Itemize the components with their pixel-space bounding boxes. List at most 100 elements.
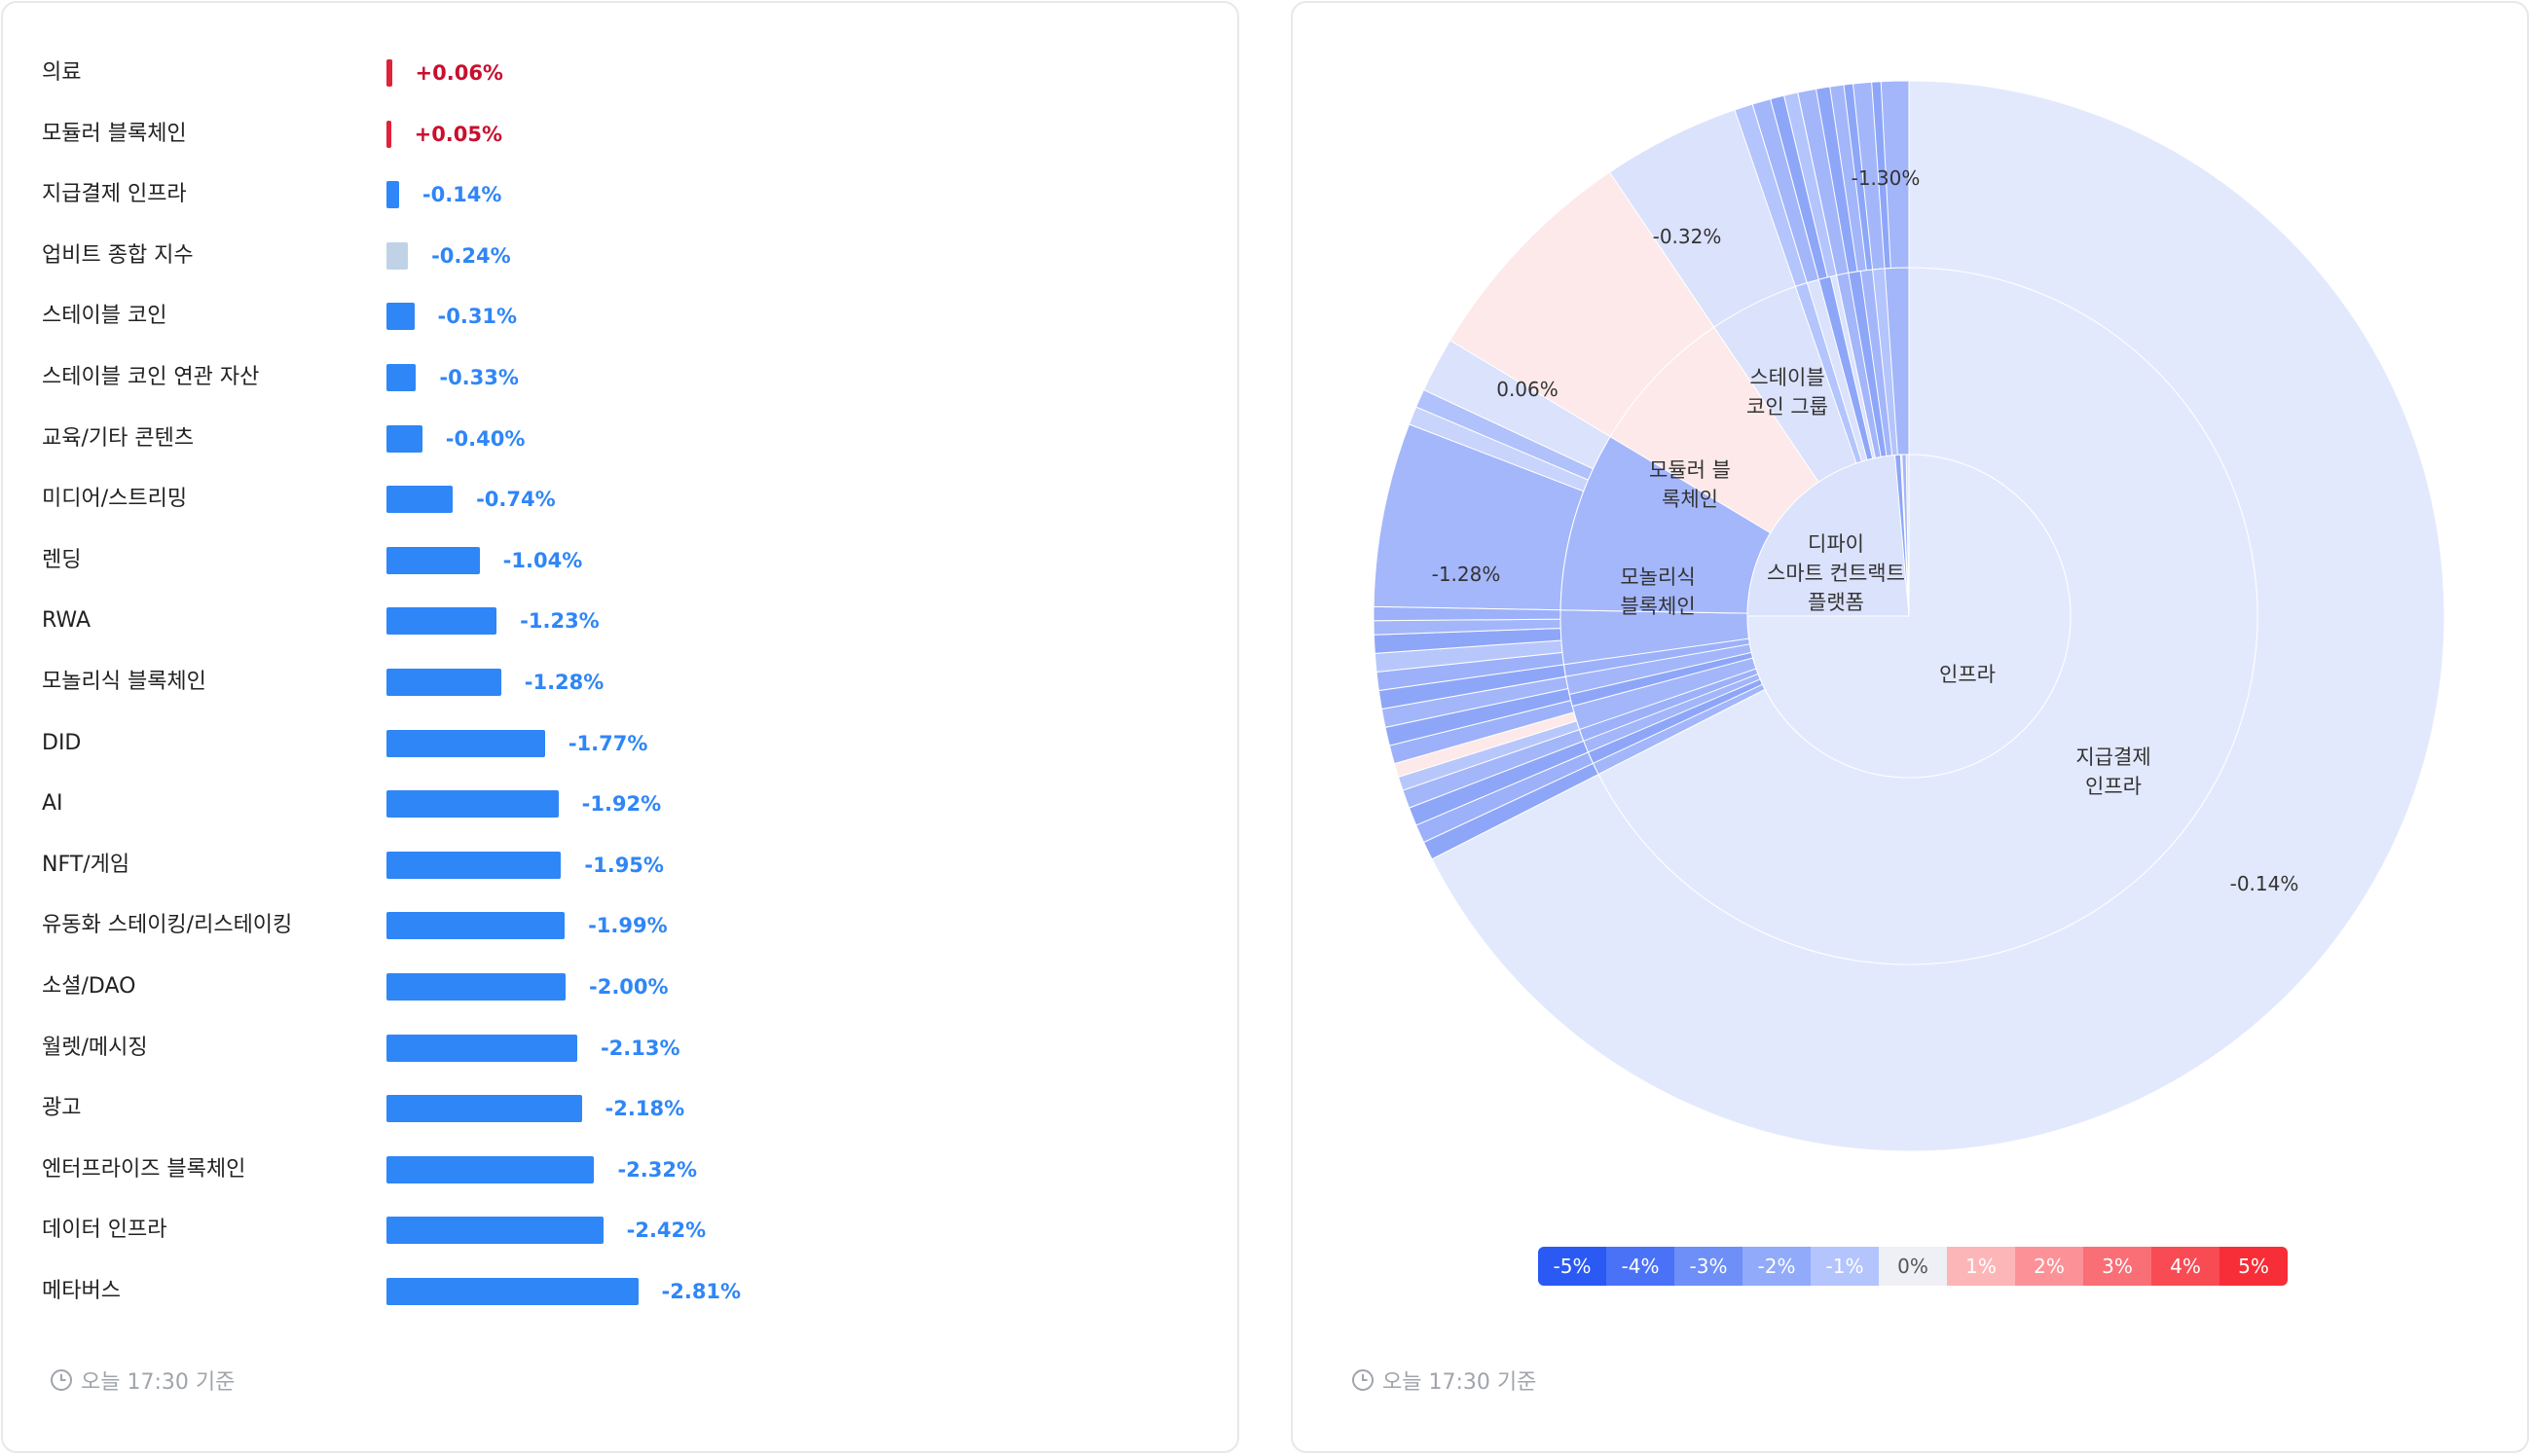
sunburst-core-slice	[1893, 454, 1910, 617]
sunburst-core-slice	[1746, 454, 1910, 617]
bar-value-label: -1.95%	[584, 853, 664, 877]
bar	[386, 181, 399, 209]
bar-category-label: 업비트 종합 지수	[42, 242, 194, 268]
bar-row: 교육/기타 콘텐츠 -0.40%	[3, 419, 1229, 458]
bar-row: 스테이블 코인 연관 자산 -0.33%	[3, 358, 1229, 397]
bar	[386, 120, 391, 148]
bar-row: 의료 +0.06%	[3, 54, 1229, 92]
bar	[386, 973, 566, 1001]
bar-value-label: -0.40%	[445, 426, 526, 451]
bar-row: 메타버스 -2.81%	[3, 1272, 1229, 1311]
color-scale-cell: 2%	[2015, 1247, 2083, 1286]
clock-icon	[51, 1369, 72, 1391]
bar-category-label: 메타버스	[42, 1279, 121, 1303]
bar-row: 엔터프라이즈 블록체인 -2.32%	[3, 1150, 1229, 1189]
sunburst-value-label: 0.06%	[1496, 378, 1559, 401]
bar	[386, 1217, 604, 1245]
bar-category-label: AI	[42, 791, 63, 817]
bar-value-label: -0.33%	[439, 366, 519, 389]
bar-row: 렌딩 -1.04%	[3, 541, 1229, 580]
sunburst-group-label: 지급결제 인프라	[2075, 746, 2150, 798]
bar-value-label: +0.06%	[415, 61, 503, 85]
bar-row: DID -1.77%	[3, 724, 1229, 763]
updated-time-label: 오늘 17:30 기준	[1382, 1370, 1537, 1395]
bar-category-label: 의료	[42, 60, 82, 85]
bar-row: RWA -1.23%	[3, 601, 1229, 640]
bar-value-label: -2.42%	[626, 1219, 707, 1243]
right-footer: 오늘 17:30 기준	[1351, 1364, 1536, 1397]
sunburst-group-label: 모놀리식 블록체인	[1620, 565, 1695, 618]
sunburst-group-label: 스테이블 코인 그룹	[1746, 366, 1828, 419]
bar-value-label: -0.14%	[422, 183, 502, 207]
bar-row: 업비트 종합 지수 -0.24%	[3, 237, 1229, 275]
bar	[386, 486, 454, 514]
color-scale-cell: 5%	[2219, 1247, 2288, 1286]
bar-value-label: -2.00%	[589, 975, 669, 999]
bar-value-label: -0.31%	[437, 305, 518, 329]
bar-row: 월렛/메시징 -2.13%	[3, 1029, 1229, 1068]
bar	[386, 1034, 577, 1062]
bar	[386, 912, 566, 940]
updated-time-label: 오늘 17:30 기준	[81, 1370, 236, 1395]
bar-value-label: -1.04%	[502, 548, 583, 572]
bar	[386, 669, 501, 696]
bar-category-label: 유동화 스테이킹/리스테이킹	[42, 913, 293, 938]
bar	[386, 790, 559, 819]
bar-value-label: -2.13%	[600, 1036, 680, 1060]
bar-row: AI -1.92%	[3, 784, 1229, 823]
sunburst-core-slice	[1901, 454, 1910, 617]
color-scale-cell: 4%	[2151, 1247, 2219, 1286]
bar-value-label: -1.23%	[520, 609, 600, 634]
bar	[386, 364, 417, 391]
bar-category-label: 월렛/메시징	[42, 1035, 148, 1060]
sunburst-value-label: -0.32%	[1653, 225, 1722, 248]
color-scale-cell: -2%	[1742, 1247, 1811, 1286]
sunburst-value-label: -0.14%	[2230, 872, 2299, 895]
bar	[386, 546, 480, 574]
bar-value-label: -2.18%	[605, 1097, 685, 1121]
bar	[386, 59, 392, 87]
bar-row: NFT/게임 -1.95%	[3, 846, 1229, 885]
bar-value-label: -2.81%	[661, 1280, 742, 1303]
bar	[386, 607, 497, 636]
bar-row: 데이터 인프라 -2.42%	[3, 1211, 1229, 1250]
bar-value-label: -0.74%	[476, 488, 556, 512]
bar	[386, 1278, 639, 1305]
bar-category-label: 스테이블 코인 연관 자산	[42, 365, 260, 389]
bar-value-label: -1.99%	[588, 914, 668, 938]
bar-value-label: -1.92%	[581, 792, 662, 817]
bar-row: 유동화 스테이킹/리스테이킹 -1.99%	[3, 906, 1229, 945]
bar	[386, 1095, 582, 1123]
bar-category-label: 모듈러 블록체인	[42, 121, 187, 146]
color-scale-cell: -3%	[1674, 1247, 1742, 1286]
bar-category-label: 렌딩	[42, 547, 82, 572]
sunburst-group-label: 모듈러 블 록체인	[1649, 458, 1731, 511]
color-scale-cell: 1%	[1947, 1247, 2015, 1286]
bar	[386, 424, 422, 453]
bar-category-label: 엔터프라이즈 블록체인	[42, 1156, 246, 1182]
color-scale-cell: 0%	[1879, 1247, 1947, 1286]
category-bar-panel: 의료 +0.06% 모듈러 블록체인 +0.05% 지급결제 인프라 -0.14% 업비트 …	[1, 1, 1239, 1453]
bar-row: 모놀리식 블록체인 -1.28%	[3, 663, 1229, 702]
sunburst-value-label: -1.30%	[1852, 166, 1921, 190]
bar-value-label: -2.32%	[617, 1157, 698, 1182]
bar-category-label: NFT/게임	[42, 852, 130, 877]
bar-row: 미디어/스트리밍 -0.74%	[3, 480, 1229, 519]
sunburst-group-label: 디파이 스마트 컨트랙트 플랫폼	[1767, 532, 1905, 614]
bar-category-label: 교육/기타 콘텐츠	[42, 425, 195, 451]
bar-value-label: -1.28%	[524, 671, 605, 694]
bar	[386, 729, 545, 757]
bar	[386, 241, 409, 270]
left-footer: 오늘 17:30 기준	[50, 1364, 235, 1397]
bar-category-label: 데이터 인프라	[42, 1218, 167, 1243]
bar-row: 스테이블 코인 -0.31%	[3, 297, 1229, 336]
bar-row: 광고 -2.18%	[3, 1089, 1229, 1128]
bar-category-label: 광고	[42, 1096, 82, 1121]
bar-category-label: 모놀리식 블록체인	[42, 670, 206, 694]
color-scale-cell: -5%	[1538, 1247, 1606, 1286]
bar-category-label: 스테이블 코인	[42, 304, 167, 329]
bar-category-label: DID	[42, 730, 82, 755]
sunburst-center-label: 인프라	[1939, 663, 1996, 686]
bar	[386, 851, 562, 879]
bar-category-label: RWA	[42, 608, 91, 634]
